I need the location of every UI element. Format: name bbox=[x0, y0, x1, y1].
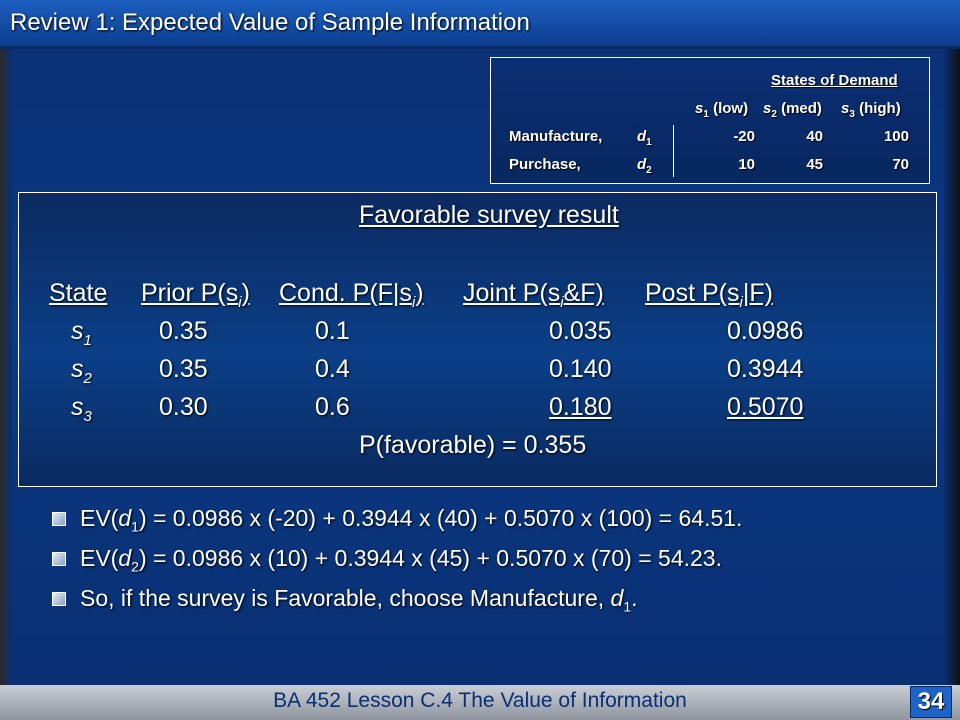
bullet-square-icon bbox=[52, 512, 66, 526]
post-value: 0.3944 bbox=[727, 355, 804, 383]
header-post: Post P(si|F) bbox=[645, 279, 773, 311]
column-header-s1: s1 (low) bbox=[695, 100, 749, 120]
joint-value: 0.140 bbox=[549, 355, 612, 383]
joint-value: 0.180 bbox=[549, 393, 612, 421]
left-frame bbox=[0, 49, 12, 685]
bullet-square-icon bbox=[52, 552, 66, 566]
header-cond: Cond. P(F|si) bbox=[279, 279, 424, 311]
post-value: 0.0986 bbox=[727, 317, 804, 345]
payoff-cell: 70 bbox=[892, 156, 909, 173]
joint-value: 0.035 bbox=[549, 317, 612, 345]
column-header-s3: s3 (high) bbox=[841, 100, 901, 120]
row-decision-d2: d2 bbox=[637, 156, 652, 176]
payoff-cell: 45 bbox=[806, 156, 823, 173]
states-of-demand-heading: States of Demand bbox=[771, 72, 898, 89]
bullet-square-icon bbox=[52, 592, 66, 606]
table-divider bbox=[673, 125, 674, 177]
state-s3: s3 bbox=[71, 393, 92, 425]
favorable-probability: P(favorable) = 0.355 bbox=[359, 431, 587, 459]
column-header-s2: s2 (med) bbox=[763, 100, 822, 120]
cond-value: 0.4 bbox=[315, 355, 350, 383]
header-prior: Prior P(si) bbox=[141, 279, 250, 311]
title-bar: Review 1: Expected Value of Sample Infor… bbox=[0, 0, 960, 49]
prior-value: 0.35 bbox=[159, 317, 208, 345]
header-joint: Joint P(si&F) bbox=[463, 279, 604, 311]
state-s2: s2 bbox=[71, 355, 92, 387]
cond-value: 0.1 bbox=[315, 317, 350, 345]
favorable-survey-box: Favorable survey result State Prior P(si… bbox=[18, 192, 937, 487]
prior-value: 0.30 bbox=[159, 393, 208, 421]
header-state: State bbox=[49, 279, 108, 307]
state-s1: s1 bbox=[71, 317, 92, 349]
right-frame bbox=[944, 49, 960, 685]
payoff-table: States of Demand s1 (low) s2 (med) s3 (h… bbox=[490, 57, 930, 184]
payoff-cell: -20 bbox=[733, 128, 755, 145]
post-value: 0.5070 bbox=[727, 393, 804, 421]
prior-value: 0.35 bbox=[159, 355, 208, 383]
row-label-purchase: Purchase, bbox=[509, 156, 581, 173]
slide-title: Review 1: Expected Value of Sample Infor… bbox=[10, 9, 530, 36]
row-decision-d1: d1 bbox=[637, 128, 652, 148]
payoff-cell: 40 bbox=[806, 128, 823, 145]
payoff-cell: 100 bbox=[883, 128, 909, 145]
footer-text: BA 452 Lesson C.4 The Value of Informati… bbox=[273, 689, 687, 712]
survey-heading: Favorable survey result bbox=[359, 201, 619, 229]
footer-bar bbox=[0, 685, 960, 720]
cond-value: 0.6 bbox=[315, 393, 350, 421]
row-label-manufacture: Manufacture, bbox=[509, 128, 603, 145]
payoff-cell: 10 bbox=[738, 156, 755, 173]
slide-number: 34 bbox=[910, 686, 952, 718]
